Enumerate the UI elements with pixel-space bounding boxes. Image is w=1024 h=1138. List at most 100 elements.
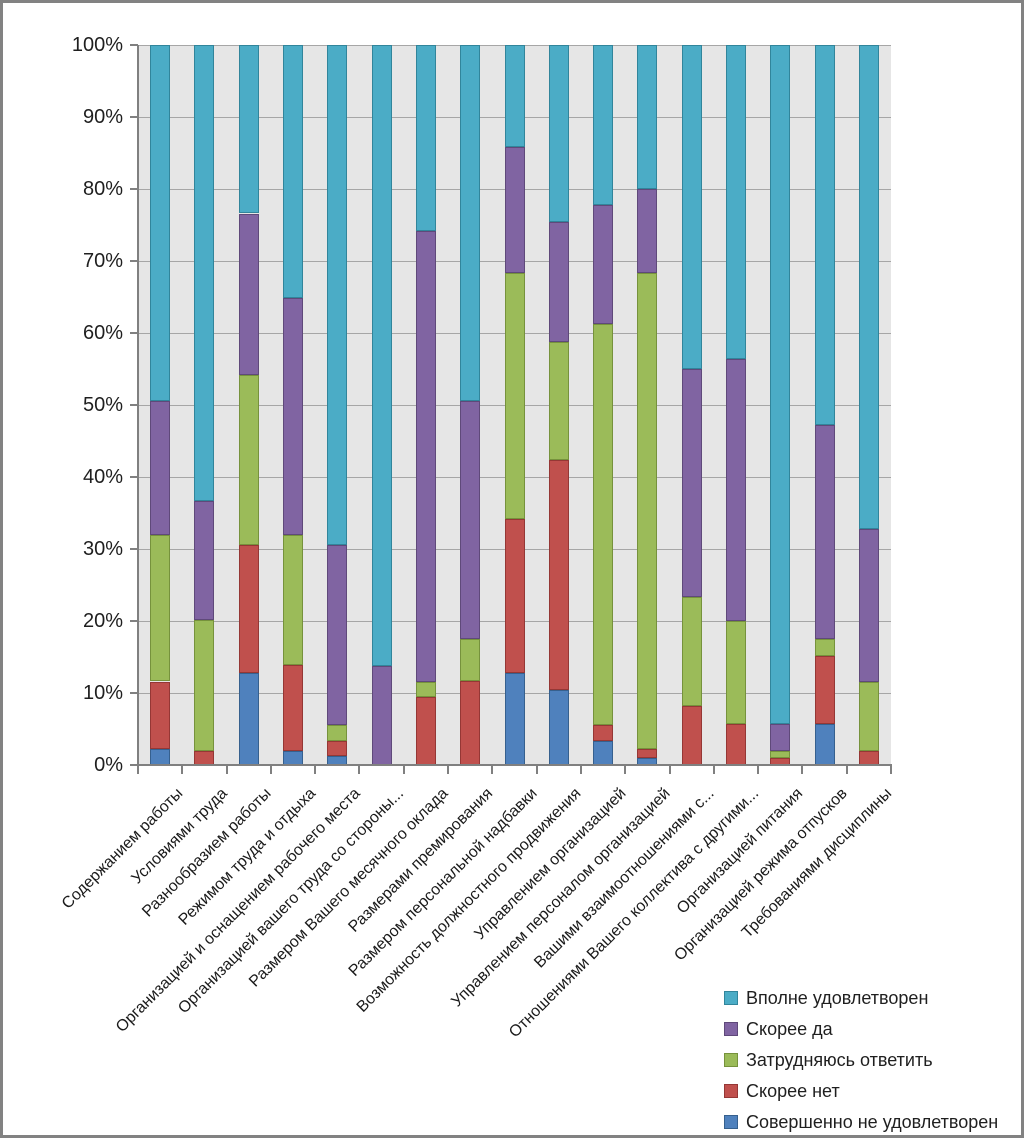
bar-segment xyxy=(327,741,348,757)
bar-segment xyxy=(460,45,481,401)
legend-item: Скорее нет xyxy=(724,1080,998,1102)
bar-segment xyxy=(327,724,348,742)
bar-segment xyxy=(371,665,392,765)
bar-segment xyxy=(504,273,525,519)
bar-segment xyxy=(283,535,304,665)
bar-segment xyxy=(283,750,304,765)
bar-segment xyxy=(238,213,259,375)
bar-segment xyxy=(725,723,746,765)
bar-segment xyxy=(504,45,525,147)
bar-segment xyxy=(504,146,525,274)
x-axis-tick xyxy=(801,765,804,774)
bar-segment xyxy=(150,535,171,682)
legend-item: Затрудняюсь ответить xyxy=(724,1049,998,1071)
x-axis-tick xyxy=(269,765,272,774)
bar-segment xyxy=(238,45,259,214)
bar-segment xyxy=(327,545,348,725)
bar-segment xyxy=(637,189,658,274)
bar-segment xyxy=(548,45,569,223)
legend-swatch-icon xyxy=(724,1115,738,1129)
bar-segment xyxy=(593,204,614,325)
y-axis-label: 10% xyxy=(82,682,123,704)
y-axis-label: 20% xyxy=(82,610,123,632)
bar-segment xyxy=(460,400,481,639)
bar-segment xyxy=(770,45,791,724)
y-axis-label: 60% xyxy=(82,322,123,344)
y-axis-tick xyxy=(130,404,138,406)
bar-segment xyxy=(593,45,614,205)
y-axis-label: 30% xyxy=(82,538,123,560)
legend-swatch-icon xyxy=(724,1022,738,1036)
y-axis-tick xyxy=(130,332,138,334)
x-axis-tick xyxy=(757,765,760,774)
bar-segment xyxy=(460,681,481,765)
bar-segment xyxy=(637,45,658,189)
bar-segment xyxy=(681,597,702,706)
bar-segment xyxy=(371,45,392,666)
legend-item: Совершенно не удовлетворен xyxy=(724,1111,998,1133)
y-axis-line xyxy=(137,45,139,766)
bar-segment xyxy=(814,425,835,639)
y-axis-label: 90% xyxy=(82,106,123,128)
x-axis-tick xyxy=(402,765,405,774)
bar-segment xyxy=(415,682,436,698)
y-axis-tick xyxy=(130,116,138,118)
x-axis-line xyxy=(137,764,892,766)
bar-segment xyxy=(548,222,569,342)
bar-segment xyxy=(858,750,879,765)
legend-swatch-icon xyxy=(724,1084,738,1098)
x-axis-tick xyxy=(845,765,848,774)
x-axis-tick xyxy=(137,765,139,774)
bar-segment xyxy=(283,298,304,536)
y-axis-tick xyxy=(130,260,138,262)
y-axis-tick xyxy=(130,188,138,190)
bar-segment xyxy=(593,324,614,725)
x-axis-tick xyxy=(491,765,494,774)
legend-item: Вполне удовлетворен xyxy=(724,987,998,1009)
y-axis-tick xyxy=(130,620,138,622)
x-axis-tick xyxy=(712,765,715,774)
bar-segment xyxy=(681,369,702,598)
y-axis-tick xyxy=(130,692,138,694)
x-axis-tick xyxy=(890,765,892,774)
legend-label: Скорее нет xyxy=(746,1081,840,1101)
y-axis-label: 100% xyxy=(71,34,123,56)
x-axis-tick xyxy=(579,765,582,774)
legend-item: Скорее да xyxy=(724,1018,998,1040)
bar-segment xyxy=(548,460,569,691)
legend-swatch-icon xyxy=(724,1053,738,1067)
legend-label: Совершенно не удовлетворен xyxy=(746,1112,999,1132)
bar-segment xyxy=(283,45,304,299)
x-axis-tick xyxy=(447,765,450,774)
legend-swatch-icon xyxy=(724,991,738,1005)
bar-segment xyxy=(725,45,746,359)
x-axis-tick xyxy=(668,765,671,774)
bar-segment xyxy=(637,749,658,758)
bar-segment xyxy=(415,45,436,231)
bar-segment xyxy=(770,723,791,751)
bar-segment xyxy=(150,401,171,536)
bar-segment xyxy=(150,45,171,402)
legend-label: Затрудняюсь ответить xyxy=(746,1050,933,1070)
bar-segment xyxy=(194,750,215,765)
bar-segment xyxy=(327,45,348,546)
bar-segment xyxy=(238,672,259,765)
x-axis-tick xyxy=(225,765,228,774)
bar-segment xyxy=(814,639,835,657)
legend-label: Скорее да xyxy=(746,1019,833,1039)
bar-segment xyxy=(770,750,791,758)
x-axis-tick xyxy=(314,765,317,774)
bar-segment xyxy=(504,518,525,673)
bar-segment xyxy=(150,749,171,765)
bar-segment xyxy=(814,656,835,724)
y-axis-tick xyxy=(130,764,138,766)
y-axis-label: 80% xyxy=(82,178,123,200)
x-axis-tick xyxy=(535,765,538,774)
bar-segment xyxy=(238,545,259,673)
bar-segment xyxy=(725,358,746,621)
y-axis-tick xyxy=(130,44,138,46)
bar-segment xyxy=(681,705,702,765)
bar-segment xyxy=(150,681,171,750)
bar-segment xyxy=(460,639,481,682)
bar-segment xyxy=(238,374,259,546)
